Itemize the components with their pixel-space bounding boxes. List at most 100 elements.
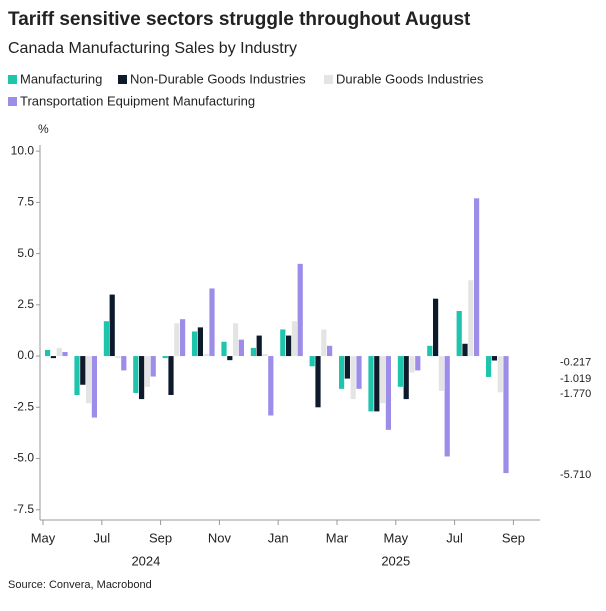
y-tick-label: 0.0 — [17, 348, 34, 362]
end-label: -5.710 — [560, 469, 591, 481]
bar — [162, 356, 168, 359]
bar — [503, 356, 509, 474]
bar — [56, 347, 62, 357]
y-tick-label: -7.5 — [13, 502, 34, 516]
bar — [468, 280, 474, 357]
y-tick-label: 5.0 — [17, 246, 34, 260]
bar — [109, 294, 115, 357]
bar — [203, 354, 209, 357]
y-axis-label: % — [38, 122, 49, 136]
bar — [80, 356, 86, 385]
bar — [150, 356, 156, 377]
bar — [433, 298, 439, 357]
legend-swatch — [8, 75, 17, 84]
bar — [62, 351, 68, 357]
bar — [403, 356, 409, 400]
end-label: -1.770 — [560, 388, 591, 400]
bar — [374, 356, 380, 412]
bar — [397, 356, 403, 387]
end-label: -1.019 — [560, 373, 591, 385]
bar — [50, 356, 56, 359]
y-tick-label: -2.5 — [13, 399, 34, 413]
bar — [197, 327, 203, 357]
y-tick-label: 2.5 — [17, 297, 34, 311]
bar — [385, 356, 391, 430]
x-tick-label: Jul — [446, 530, 463, 545]
legend-swatch — [8, 97, 17, 106]
bar — [462, 343, 468, 357]
bar — [291, 321, 297, 357]
y-tick-label: 7.5 — [17, 195, 34, 209]
bar — [139, 356, 145, 400]
x-tick-label: Jan — [268, 530, 289, 545]
x-tick-label: Sep — [149, 530, 172, 545]
x-tick-label: Jul — [93, 530, 110, 545]
legend-label: Transportation Equipment Manufacturing — [20, 93, 255, 108]
bar — [280, 329, 286, 357]
bar — [192, 331, 198, 357]
bar — [486, 356, 492, 377]
bar — [91, 356, 97, 418]
bar — [238, 339, 244, 357]
end-label: -0.217 — [560, 356, 591, 368]
bar — [115, 356, 121, 359]
bar — [497, 356, 503, 393]
y-tick-label: -5.0 — [13, 451, 34, 465]
bar — [168, 356, 174, 395]
bar — [133, 356, 139, 393]
x-tick-label: Sep — [502, 530, 525, 545]
bar — [209, 288, 215, 357]
bar — [380, 356, 386, 404]
bar — [74, 356, 80, 395]
bar — [409, 356, 415, 373]
legend-swatch — [118, 75, 127, 84]
chart-subtitle: Canada Manufacturing Sales by Industry — [8, 40, 297, 57]
bar — [344, 356, 350, 379]
year-label: 2025 — [381, 553, 410, 568]
bar — [474, 198, 480, 357]
bar — [356, 356, 362, 389]
bar — [262, 354, 268, 357]
bar — [438, 356, 444, 391]
x-tick-label: Mar — [326, 530, 349, 545]
bar — [250, 347, 256, 357]
y-tick-label: 10.0 — [11, 143, 35, 157]
bar — [297, 263, 303, 357]
bar — [103, 321, 109, 357]
bar — [286, 335, 292, 357]
chart-title: Tariff sensitive sectors struggle throug… — [8, 9, 471, 30]
x-tick-label: Nov — [208, 530, 232, 545]
year-label: 2024 — [131, 553, 160, 568]
bar — [309, 356, 315, 367]
bar — [268, 356, 274, 416]
bar — [144, 356, 150, 387]
bar — [227, 356, 233, 361]
legend-label: Manufacturing — [20, 71, 102, 86]
legend-label: Durable Goods Industries — [336, 71, 484, 86]
bar — [350, 356, 356, 400]
x-tick-label: May — [31, 530, 56, 545]
bar — [121, 356, 127, 371]
bar — [427, 345, 433, 357]
bar — [491, 356, 497, 361]
bar — [339, 356, 345, 389]
bar — [444, 356, 450, 457]
bar — [86, 356, 92, 404]
bar — [315, 356, 321, 408]
bar — [456, 310, 462, 357]
bar — [233, 323, 239, 357]
legend-swatch — [324, 75, 333, 84]
bar — [45, 349, 51, 357]
source: Source: Convera, Macrobond — [8, 579, 152, 591]
bar — [221, 341, 227, 357]
bar — [180, 319, 186, 357]
bar — [174, 323, 180, 357]
legend-label: Non-Durable Goods Industries — [130, 71, 306, 86]
bar — [327, 345, 333, 357]
x-tick-label: May — [384, 530, 409, 545]
bar — [321, 329, 327, 357]
bar — [415, 356, 421, 371]
bar — [368, 356, 374, 412]
bar — [256, 335, 262, 357]
